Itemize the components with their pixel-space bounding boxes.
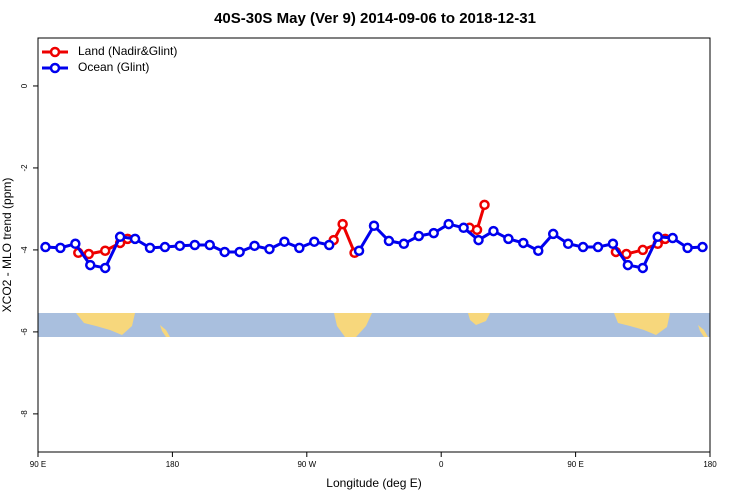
data-point xyxy=(398,238,410,250)
data-point xyxy=(159,241,171,253)
data-point xyxy=(99,262,111,274)
data-point xyxy=(428,227,439,239)
land xyxy=(614,313,670,335)
data-point xyxy=(458,222,469,234)
data-point xyxy=(533,245,544,256)
data-point xyxy=(114,231,126,243)
x-tick-label: 90 E xyxy=(567,460,583,469)
map-strip xyxy=(38,313,710,337)
data-point xyxy=(40,241,51,253)
plot-frame xyxy=(37,37,711,453)
data-point xyxy=(471,224,483,236)
data-point xyxy=(592,241,604,253)
land xyxy=(698,325,708,337)
data-point xyxy=(667,232,678,244)
data-point xyxy=(55,242,66,254)
data-point xyxy=(622,259,634,271)
data-point xyxy=(234,246,245,258)
data-point xyxy=(174,240,186,252)
data-point xyxy=(337,218,348,230)
data-point xyxy=(189,239,201,251)
data-point xyxy=(547,228,559,240)
ocean-band xyxy=(38,313,710,337)
data-point xyxy=(488,225,499,237)
data-point xyxy=(682,242,693,254)
data-point xyxy=(219,246,230,258)
x-tick-label: 90 E xyxy=(30,460,46,469)
land xyxy=(468,313,490,325)
data-point xyxy=(413,230,425,242)
data-point xyxy=(562,238,574,250)
data-point xyxy=(144,242,156,254)
x-axis-label: Longitude (deg E) xyxy=(326,476,421,490)
data-point xyxy=(577,241,589,253)
data-point xyxy=(652,231,663,243)
data-point xyxy=(129,233,141,245)
data-point xyxy=(518,237,529,249)
land xyxy=(160,325,170,337)
legend-marker xyxy=(49,62,61,74)
data-point xyxy=(353,245,365,256)
data-point xyxy=(83,248,95,260)
y-axis-label: XCO2 - MLO trend (ppm) xyxy=(0,178,14,313)
y-tick-label: -6 xyxy=(20,328,29,336)
y-tick-label: 0 xyxy=(20,83,29,88)
data-point xyxy=(479,199,490,211)
data-point xyxy=(697,241,708,253)
data-point xyxy=(473,234,484,246)
x-tick-label: 90 W xyxy=(297,460,316,469)
y-tick-label: -2 xyxy=(20,164,29,172)
land xyxy=(76,313,135,335)
data-point xyxy=(607,238,619,250)
data-point xyxy=(503,233,514,245)
data-point xyxy=(85,259,96,271)
data-point xyxy=(264,243,275,255)
legend-marker xyxy=(49,46,61,58)
data-point xyxy=(443,218,454,230)
y-tick-label: -4 xyxy=(20,246,29,254)
data-point xyxy=(637,262,649,274)
data-point xyxy=(309,236,320,247)
data-point xyxy=(637,244,649,256)
legend-label: Land (Nadir&Glint) xyxy=(78,44,177,58)
data-point xyxy=(383,235,395,247)
y-tick-label: -8 xyxy=(20,410,29,418)
legend-label: Ocean (Glint) xyxy=(78,60,149,74)
data-point xyxy=(368,220,380,231)
data-point xyxy=(249,240,260,252)
data-point xyxy=(279,236,290,247)
data-point xyxy=(204,239,215,251)
chart-title: 40S-30S May (Ver 9) 2014-09-06 to 2018-1… xyxy=(214,10,536,27)
x-tick-label: 0 xyxy=(439,460,444,469)
x-tick-label: 180 xyxy=(703,460,717,469)
data-point xyxy=(323,239,335,251)
data-point xyxy=(70,238,81,250)
land xyxy=(334,313,372,337)
data-point xyxy=(99,245,111,256)
data-point xyxy=(294,242,305,254)
x-tick-label: 180 xyxy=(166,460,180,469)
data-point xyxy=(621,248,632,260)
